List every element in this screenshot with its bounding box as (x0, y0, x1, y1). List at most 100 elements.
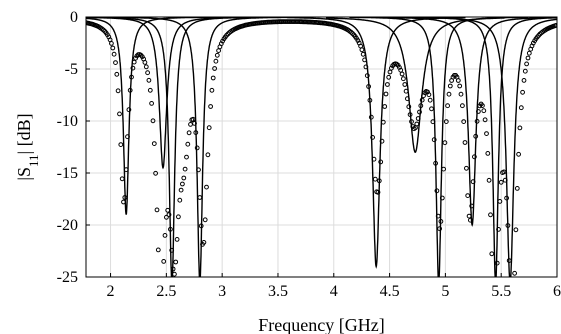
measured-point (363, 64, 369, 70)
measured-point (516, 151, 521, 157)
measured-point (184, 154, 189, 160)
measured-point (417, 109, 422, 115)
measured-point (164, 214, 169, 220)
measured-point (385, 82, 390, 87)
measured-point (402, 82, 408, 87)
x-axis-label: Frequency [GHz] (258, 315, 384, 334)
measured-point (368, 114, 374, 120)
measured-point (127, 87, 133, 93)
measured-point (496, 227, 501, 232)
measured-point (166, 212, 172, 218)
x-tick-label: 4.5 (380, 283, 400, 300)
measured-point (123, 167, 129, 173)
measured-point (119, 176, 125, 182)
measured-point (526, 50, 532, 56)
measured-point (165, 207, 171, 213)
measured-point (201, 240, 207, 245)
measured-point (367, 97, 373, 103)
measured-point (117, 111, 122, 117)
measured-point (168, 226, 173, 232)
x-axis: 2 2.5 3 3.5 4 4.5 5 5.5 6 (107, 273, 561, 300)
measured-point (389, 65, 394, 71)
measured-point (188, 122, 193, 127)
measured-point (206, 125, 212, 131)
measured-point (399, 71, 405, 77)
measured-point (110, 45, 116, 51)
measured-point (511, 286, 515, 290)
measured-point (192, 121, 197, 126)
y-tick-label: -10 (57, 113, 78, 130)
measured-point (360, 51, 366, 57)
sim-resonance-curve (86, 17, 262, 277)
measured-point (458, 91, 464, 97)
measured-point (151, 141, 157, 147)
x-tick-label: 5 (441, 283, 449, 300)
measured-point (370, 135, 376, 140)
measured-point (462, 140, 468, 145)
measured-point (505, 223, 511, 228)
measured-point (484, 131, 489, 137)
measured-point (122, 195, 128, 200)
measured-point (212, 66, 218, 71)
measured-point (401, 76, 406, 82)
measured-point (193, 130, 199, 136)
measured-point (468, 217, 473, 223)
measured-point (445, 103, 451, 109)
measured-point (378, 159, 384, 165)
x-tick-label: 4 (330, 283, 338, 300)
measured-point (457, 83, 463, 89)
y-tick-label: -25 (57, 269, 78, 286)
x-tick-label: 3 (218, 283, 226, 300)
measured-point (446, 91, 452, 97)
plot-area (86, 17, 557, 290)
measured-point (386, 74, 392, 80)
measured-point (441, 166, 447, 172)
measured-point (380, 119, 386, 125)
measured-point (202, 217, 208, 223)
x-tick-label: 2 (107, 283, 115, 300)
measured-point (405, 96, 410, 102)
measured-point (145, 70, 151, 76)
measured-point (489, 251, 495, 257)
measured-point (403, 88, 409, 94)
measured-point (161, 259, 167, 264)
y-axis-label-sub: 11 (26, 154, 41, 167)
measured-point (113, 60, 118, 65)
measured-point (431, 137, 437, 143)
measured-point (362, 57, 368, 63)
measured-point (355, 38, 361, 43)
sim-resonance-curve (110, 17, 290, 277)
measured-point (447, 83, 453, 89)
measured-point (173, 259, 179, 265)
measured-point (486, 177, 492, 183)
measured-point (438, 219, 444, 224)
measured-point (126, 107, 132, 113)
measured-point (214, 52, 220, 58)
y-tick-label: -20 (57, 217, 78, 234)
measured-point (130, 65, 136, 71)
measured-point (216, 48, 222, 53)
measured-point (470, 179, 476, 185)
measured-point (153, 170, 159, 176)
sim-resonance-curve (349, 17, 528, 277)
measured-point (111, 51, 117, 57)
measured-point (366, 84, 372, 89)
series-0 (86, 17, 557, 277)
measured-point (419, 97, 425, 103)
measured-point (125, 134, 130, 140)
measured-point (115, 88, 121, 94)
measured-point (434, 188, 440, 194)
measured-point (170, 266, 176, 272)
measured-point (409, 119, 414, 124)
measured-point (494, 260, 500, 266)
measured-point (372, 176, 378, 182)
plot-content (86, 17, 557, 290)
measured-point (371, 156, 377, 162)
x-tick-label: 6 (553, 283, 561, 300)
measured-point (205, 152, 211, 158)
measured-point (481, 108, 487, 114)
measured-point (455, 78, 461, 83)
measured-point (435, 213, 441, 219)
measured-point (180, 181, 185, 187)
measured-point (143, 64, 149, 70)
